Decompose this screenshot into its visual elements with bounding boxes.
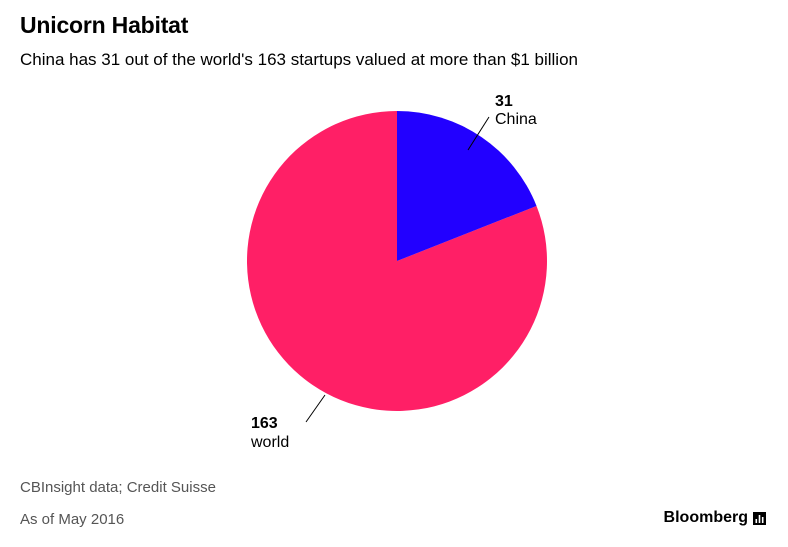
world-value-label: 163 <box>251 415 278 432</box>
world-name-label: world <box>250 434 289 451</box>
china-value-label: 31 <box>495 93 513 110</box>
brand-logo: Bloomberg <box>664 509 766 527</box>
pie-slice-china <box>397 111 537 261</box>
bloomberg-chart-icon <box>753 511 766 525</box>
china-name-label: China <box>495 111 537 128</box>
world-leader-line <box>305 394 326 423</box>
chart-subtitle: China has 31 out of the world's 163 star… <box>20 50 578 69</box>
date-note: As of May 2016 <box>20 511 125 528</box>
brand-name: Bloomberg <box>663 509 748 526</box>
china-leader-line <box>467 116 490 151</box>
source-note: CBInsight data; Credit Suisse <box>20 479 216 496</box>
chart-title: Unicorn Habitat <box>20 12 189 38</box>
pie-slices <box>246 111 547 411</box>
pie-slice-world <box>246 111 547 411</box>
